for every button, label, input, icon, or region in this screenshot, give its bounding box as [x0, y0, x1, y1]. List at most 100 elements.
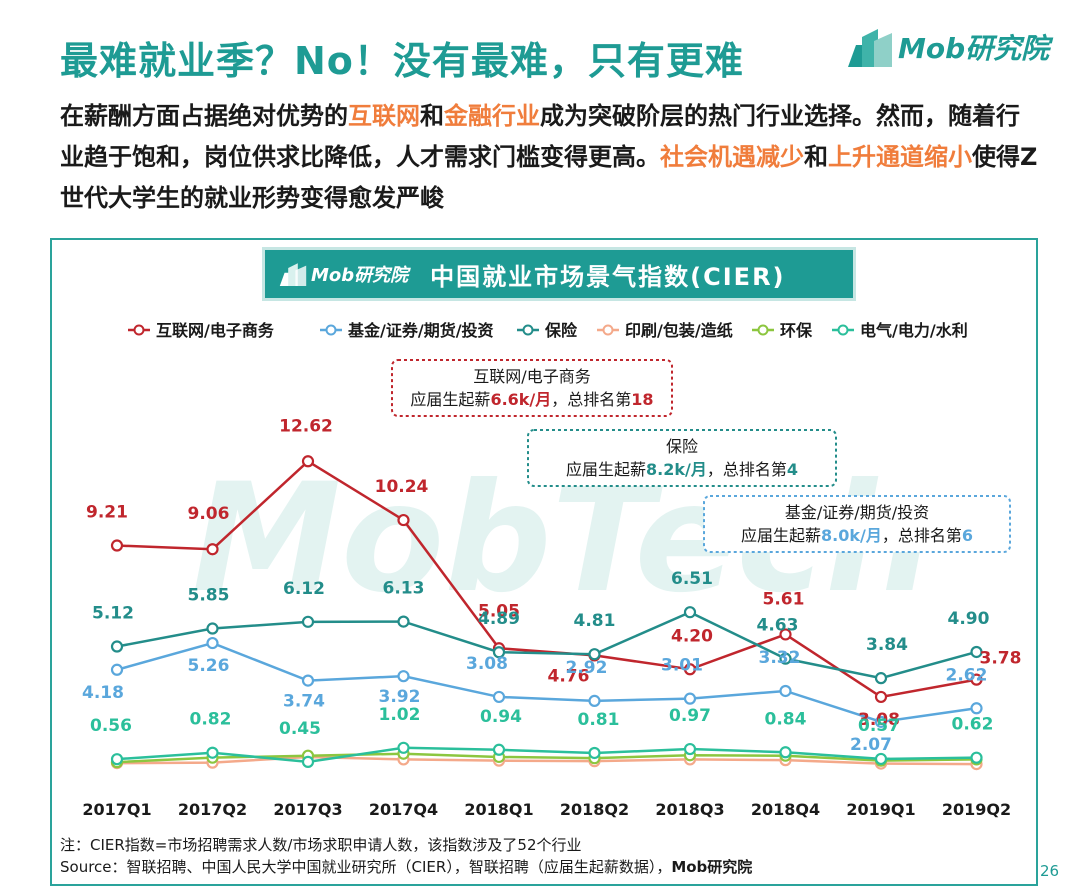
legend-label-4: 环保: [780, 321, 813, 340]
x-tick-label-6: 2018Q3: [655, 800, 724, 819]
callout-detail-part-2-2: ，总排名第: [882, 526, 962, 545]
data-label-2-5: 4.81: [574, 611, 616, 631]
data-point-1-4: [492, 690, 506, 704]
data-label-2-1: 5.85: [188, 586, 230, 606]
data-label-5-6: 0.97: [669, 706, 711, 726]
callout-detail-part-2-0: 应届生起薪: [741, 526, 821, 545]
data-point-0-8: [874, 690, 888, 704]
footnote: 注：CIER指数=市场招聘需求人数/市场求职申请人数，该指数涉及了52个行业 S…: [60, 834, 752, 878]
data-label-0-0: 9.21: [86, 503, 128, 523]
data-label-1-5: 2.92: [566, 658, 608, 678]
series-line-5: [116, 746, 977, 764]
data-label-0-1: 9.06: [188, 504, 230, 524]
callout-box-0: [391, 359, 673, 417]
data-point-1-5: [588, 694, 601, 707]
data-point-5-4: [492, 743, 506, 756]
data-label-2-4: 4.89: [478, 609, 520, 629]
x-tick-label-8: 2019Q1: [846, 800, 915, 819]
banner-logo: Mob研究院: [279, 261, 408, 287]
callout-detail-1: 应届生起薪8.2k/月，总排名第4: [566, 460, 798, 479]
callout-detail-0: 应届生起薪6.6k/月，总排名第18: [410, 390, 653, 409]
data-label-5-9: 0.62: [952, 715, 994, 735]
page-title: 最难就业季？No！没有最难，只有更难: [60, 39, 744, 83]
series-line-1: [116, 641, 977, 724]
data-label-1-2: 3.74: [283, 692, 325, 712]
data-point-1-9: [970, 702, 983, 715]
data-point-0-7: [779, 628, 792, 641]
data-point-0-9: [970, 673, 983, 686]
callout-detail-part-0-3: 18: [631, 390, 653, 409]
legend-marker-2: [522, 324, 534, 336]
data-label-5-7: 0.84: [765, 709, 807, 729]
callout-detail-part-1-0: 应届生起薪: [566, 460, 646, 479]
data-point-2-6: [683, 606, 697, 619]
data-label-1-8: 2.07: [850, 735, 892, 755]
series-line-0: [116, 459, 977, 699]
data-label-2-0: 5.12: [92, 604, 134, 624]
data-label-2-7: 4.63: [757, 616, 799, 636]
footnote-source-org: Mob研究院: [671, 858, 753, 876]
x-tick-label-3: 2017Q4: [369, 800, 438, 819]
chart-panel: MobTech 互联网/电子商务 基金/证券/期货/投资 保险 印刷/包装/造纸 环保 电气…: [50, 238, 1038, 886]
banner-logo-text: Mob研究院: [311, 265, 409, 286]
data-label-5-0: 0.56: [90, 716, 132, 736]
data-label-2-9: 4.90: [948, 609, 990, 629]
data-label-1-9: 2.62: [946, 665, 988, 685]
chart-banner: Mob研究院 中国就业市场景气指数(CIER): [265, 250, 853, 298]
data-label-2-2: 6.12: [283, 579, 325, 599]
callout-detail-part-1-2: ，总排名第: [707, 460, 787, 479]
data-point-1-6: [683, 692, 697, 705]
callout-detail-part-0-0: 应届生起薪: [410, 390, 490, 409]
legend-label-1: 基金/证券/期货/投资: [347, 321, 494, 340]
data-label-2-3: 6.13: [383, 579, 425, 599]
data-label-1-7: 3.32: [759, 648, 801, 668]
data-label-5-8: 0.57: [858, 716, 900, 736]
data-point-5-8: [874, 752, 888, 766]
callout-title-2: 基金/证券/期货/投资: [785, 503, 929, 522]
data-label-5-4: 0.94: [480, 707, 522, 727]
legend-label-5: 电气/电力/水利: [860, 321, 968, 340]
footnote-source: Source：智联招聘、中国人民大学中国就业研究所（CIER），智联招聘（应届生…: [60, 856, 752, 878]
data-label-1-3: 3.92: [379, 687, 421, 707]
chart-title: 中国就业市场景气指数(CIER): [430, 262, 786, 291]
data-point-5-1: [206, 746, 219, 759]
highlight-finance: 金融行业: [444, 102, 540, 130]
highlight-internet: 互联网: [348, 102, 420, 130]
legend-label-3: 印刷/包装/造纸: [625, 321, 733, 340]
callout-title-0: 互联网/电子商务: [473, 367, 590, 386]
data-point-1-0: [110, 663, 124, 676]
data-label-0-8: 3.08: [858, 710, 900, 730]
series-line-3: [116, 755, 977, 766]
data-label-0-3: 10.24: [375, 477, 429, 497]
legend-marker-5: [837, 324, 849, 336]
data-point-1-1: [206, 636, 219, 650]
data-point-5-6: [683, 742, 697, 756]
x-tick-label-1: 2017Q2: [178, 800, 247, 819]
data-point-1-3: [397, 670, 410, 683]
data-label-0-9: 3.78: [980, 649, 1022, 669]
mob-logo-text: Mob研究院: [898, 32, 1050, 65]
callout-detail-part-1-1: 8.2k/月: [646, 460, 707, 479]
intro-text-4: 和: [804, 143, 828, 171]
data-point-5-0: [110, 753, 124, 766]
legend-label-0: 互联网/电子商务: [156, 321, 275, 340]
data-point-0-2: [301, 455, 315, 468]
data-label-0-2: 12.62: [279, 416, 333, 436]
data-label-5-5: 0.81: [578, 710, 620, 730]
callout-box-2: [703, 495, 1011, 553]
callout-box-1: [527, 429, 837, 487]
data-point-2-1: [206, 622, 219, 635]
x-tick-label-4: 2018Q1: [464, 800, 533, 819]
data-point-1-2: [301, 674, 315, 687]
series-line-2: [116, 610, 977, 680]
data-point-0-6: [683, 663, 697, 676]
legend-marker-3: [602, 324, 614, 336]
intro-paragraph: 在薪酬方面占据绝对优势的互联网和金融行业成为突破阶层的热门行业选择。然而，随着行…: [60, 96, 1040, 219]
x-tick-label-9: 2019Q2: [942, 800, 1011, 819]
data-point-5-7: [779, 746, 792, 759]
data-label-5-1: 0.82: [190, 710, 232, 730]
data-point-5-5: [588, 746, 601, 760]
footnote-source-text: Source：智联招聘、中国人民大学中国就业研究所（CIER），智联招聘（应届生…: [60, 858, 672, 876]
data-point-2-0: [110, 640, 124, 653]
intro-text-5: 使得Z世代大学生的就业形势变得愈发严峻: [60, 143, 1038, 212]
